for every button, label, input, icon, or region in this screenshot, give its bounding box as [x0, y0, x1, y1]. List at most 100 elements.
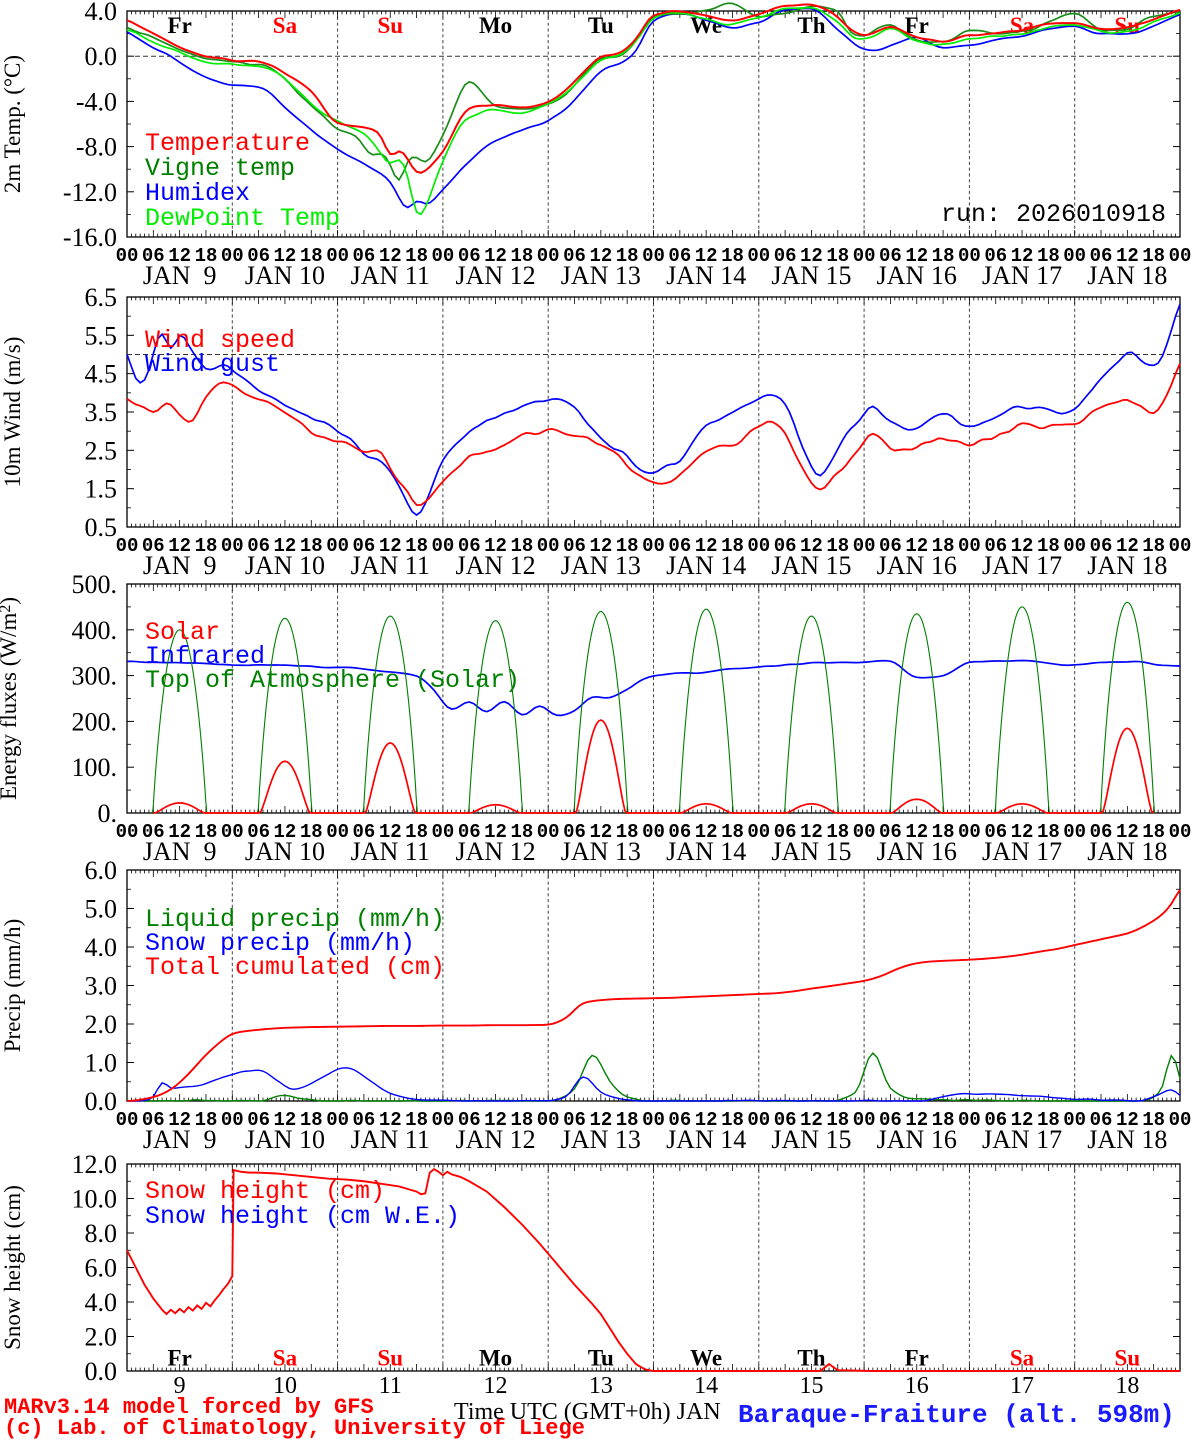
svg-text:6.5: 6.5	[85, 283, 118, 312]
svg-text:00: 00	[326, 1109, 349, 1131]
svg-text:0.0: 0.0	[85, 1357, 118, 1386]
svg-text:JAN 17: JAN 17	[982, 837, 1062, 866]
svg-text:Snow height (cm W.E.): Snow height (cm W.E.)	[145, 1202, 460, 1231]
svg-text:00: 00	[116, 245, 139, 267]
svg-text:Fr: Fr	[168, 1346, 192, 1371]
svg-text:Mo: Mo	[479, 13, 512, 38]
svg-text:JAN 18: JAN 18	[1087, 551, 1167, 580]
svg-text:JAN 16: JAN 16	[877, 1125, 957, 1154]
svg-text:00: 00	[1169, 1109, 1192, 1131]
svg-text:00: 00	[642, 821, 665, 843]
svg-text:JAN 14: JAN 14	[666, 551, 746, 580]
svg-text:00: 00	[116, 1109, 139, 1131]
svg-text:Top of Atmosphere (Solar): Top of Atmosphere (Solar)	[145, 666, 520, 695]
svg-text:3.5: 3.5	[85, 398, 118, 427]
svg-text:00: 00	[1063, 1109, 1086, 1131]
svg-text:JAN 14: JAN 14	[666, 837, 746, 866]
svg-text:00: 00	[747, 535, 770, 557]
svg-text:Energy fluxes (W/m2): Energy fluxes (W/m2)	[0, 597, 21, 800]
svg-text:-16.0: -16.0	[63, 223, 117, 252]
svg-text:00: 00	[1169, 821, 1192, 843]
svg-text:00: 00	[1169, 535, 1192, 557]
svg-text:0.0: 0.0	[85, 1087, 118, 1116]
svg-text:2m Temp. (°C): 2m Temp. (°C)	[0, 55, 25, 193]
svg-text:JAN 11: JAN 11	[351, 837, 430, 866]
svg-text:00: 00	[537, 1109, 560, 1131]
svg-text:00: 00	[431, 821, 454, 843]
svg-text:JAN 13: JAN 13	[561, 551, 641, 580]
svg-text:00: 00	[747, 1109, 770, 1131]
svg-text:00: 00	[221, 245, 244, 267]
svg-text:Mo: Mo	[479, 1346, 512, 1371]
svg-text:00: 00	[537, 245, 560, 267]
svg-text:-4.0: -4.0	[76, 87, 117, 116]
svg-text:8.0: 8.0	[85, 1219, 118, 1248]
svg-text:00: 00	[1063, 821, 1086, 843]
svg-text:2.0: 2.0	[85, 1323, 118, 1352]
svg-text:Sa: Sa	[273, 1346, 298, 1371]
svg-text:00: 00	[853, 535, 876, 557]
svg-text:14: 14	[694, 1373, 718, 1399]
svg-text:6.0: 6.0	[85, 1254, 118, 1283]
svg-text:10m Wind (m/s): 10m Wind (m/s)	[0, 337, 25, 488]
svg-text:JAN 16: JAN 16	[877, 261, 957, 290]
svg-text:00: 00	[747, 245, 770, 267]
svg-text:JAN 14: JAN 14	[666, 1125, 746, 1154]
svg-text:100.: 100.	[72, 753, 118, 782]
svg-text:18: 18	[1115, 1373, 1139, 1399]
svg-text:12.0: 12.0	[72, 1150, 118, 1179]
svg-text:4.5: 4.5	[85, 360, 118, 389]
svg-text:Sa: Sa	[1010, 1346, 1035, 1371]
svg-text:4.0: 4.0	[85, 0, 118, 26]
svg-text:17: 17	[1010, 1373, 1034, 1399]
svg-text:JAN 14: JAN 14	[666, 261, 746, 290]
svg-text:3.0: 3.0	[85, 972, 118, 1001]
svg-text:0.0: 0.0	[85, 42, 118, 71]
svg-text:12: 12	[484, 1373, 508, 1399]
svg-text:11: 11	[379, 1373, 402, 1399]
svg-text:Baraque-Fraiture (alt. 598m): Baraque-Fraiture (alt. 598m)	[738, 1400, 1175, 1430]
svg-text:JAN 15: JAN 15	[771, 261, 851, 290]
svg-text:Fr: Fr	[168, 13, 192, 38]
svg-text:-12.0: -12.0	[63, 178, 117, 207]
svg-text:JAN 17: JAN 17	[982, 1125, 1062, 1154]
svg-text:5.0: 5.0	[85, 895, 118, 924]
svg-text:2.5: 2.5	[85, 436, 118, 465]
svg-text:JAN 12: JAN 12	[455, 1125, 535, 1154]
svg-text:JAN 9: JAN 9	[143, 261, 217, 290]
svg-text:JAN 13: JAN 13	[561, 1125, 641, 1154]
svg-text:JAN 16: JAN 16	[877, 551, 957, 580]
svg-text:00: 00	[958, 245, 981, 267]
svg-text:00: 00	[326, 245, 349, 267]
svg-text:00: 00	[642, 535, 665, 557]
svg-text:JAN 10: JAN 10	[245, 261, 325, 290]
svg-text:DewPoint Temp: DewPoint Temp	[145, 204, 340, 233]
svg-text:We: We	[690, 1346, 722, 1371]
svg-text:JAN 12: JAN 12	[455, 261, 535, 290]
svg-text:1.5: 1.5	[85, 475, 118, 504]
svg-text:00: 00	[958, 1109, 981, 1131]
svg-text:Sa: Sa	[273, 13, 298, 38]
svg-text:JAN 16: JAN 16	[877, 837, 957, 866]
svg-text:00: 00	[1063, 245, 1086, 267]
svg-text:JAN 11: JAN 11	[351, 1125, 430, 1154]
svg-text:JAN 15: JAN 15	[771, 1125, 851, 1154]
svg-text:JAN 11: JAN 11	[351, 551, 430, 580]
svg-text:JAN 13: JAN 13	[561, 837, 641, 866]
svg-text:Su: Su	[377, 13, 403, 38]
svg-text:JAN 9: JAN 9	[143, 1125, 217, 1154]
svg-text:400.: 400.	[72, 616, 118, 645]
svg-text:JAN 15: JAN 15	[771, 837, 851, 866]
svg-text:00: 00	[853, 1109, 876, 1131]
svg-text:00: 00	[537, 821, 560, 843]
svg-text:16: 16	[905, 1373, 929, 1399]
svg-text:200.: 200.	[72, 707, 118, 736]
svg-text:JAN 17: JAN 17	[982, 261, 1062, 290]
svg-text:Th: Th	[797, 1346, 825, 1371]
svg-text:00: 00	[958, 821, 981, 843]
svg-text:10.0: 10.0	[72, 1185, 118, 1214]
svg-text:0.5: 0.5	[85, 513, 118, 542]
svg-text:JAN 10: JAN 10	[245, 551, 325, 580]
svg-text:00: 00	[958, 535, 981, 557]
svg-text:2.0: 2.0	[85, 1010, 118, 1039]
